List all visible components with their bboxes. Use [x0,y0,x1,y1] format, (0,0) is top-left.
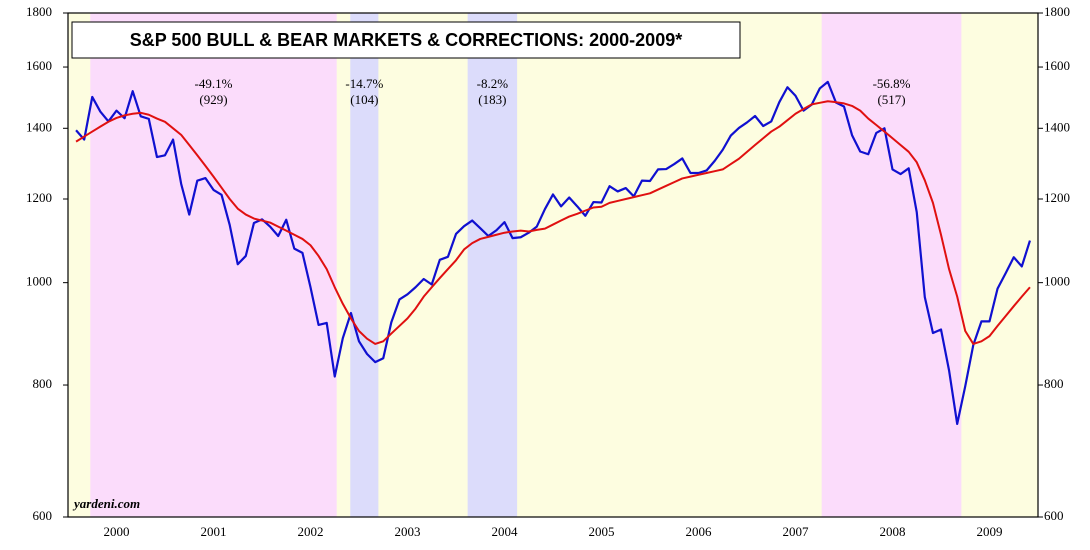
y-tick-label: 1600 [26,58,52,73]
x-tick-label: 2002 [298,524,324,539]
chart-title: S&P 500 BULL & BEAR MARKETS & CORRECTION… [130,30,682,50]
x-tick-label: 2007 [783,524,810,539]
y-tick-label: 600 [33,508,53,523]
region-label: -56.8% [873,76,911,91]
region-days: (104) [350,92,378,107]
x-tick-label: 2008 [880,524,906,539]
y-tick-label-right: 1400 [1044,119,1070,134]
title-box [71,21,741,59]
shaded-region [467,13,518,517]
series-line [75,100,1031,345]
y-tick-label: 1200 [26,190,52,205]
x-tick-label: 2001 [201,524,227,539]
y-tick-label-right: 1200 [1044,190,1070,205]
region-days: (183) [478,92,506,107]
y-tick-label-right: 800 [1044,376,1064,391]
shaded-region [821,13,962,517]
source-label: yardeni.com [72,496,140,511]
y-tick-label-right: 1000 [1044,274,1070,289]
region-label: -49.1% [195,76,233,91]
x-tick-label: 2003 [395,524,421,539]
y-tick-label-right: 600 [1044,508,1064,523]
y-tick-label: 1000 [26,274,52,289]
y-tick-label-right: 1600 [1044,58,1070,73]
plot-frame [67,12,1039,518]
lines [75,80,1031,425]
region-label: -14.7% [345,76,383,91]
region-label: -8.2% [477,76,509,91]
series-line [75,80,1031,425]
region-days: (929) [199,92,227,107]
x-tick-label: 2009 [977,524,1003,539]
y-tick-label: 1800 [26,4,52,19]
x-tick-label: 2006 [686,524,713,539]
x-tick-label: 2000 [104,524,130,539]
axes: 600 600 800 800 1000 1000 1200 1200 1400 1400 1600… [26,4,1070,539]
y-tick-label: 800 [33,376,53,391]
y-tick-label-right: 1800 [1044,4,1070,19]
y-tick-label: 1400 [26,119,52,134]
shaded-region [350,13,379,517]
region-days: (517) [877,92,905,107]
x-tick-label: 2005 [589,524,615,539]
x-tick-label: 2004 [492,524,519,539]
